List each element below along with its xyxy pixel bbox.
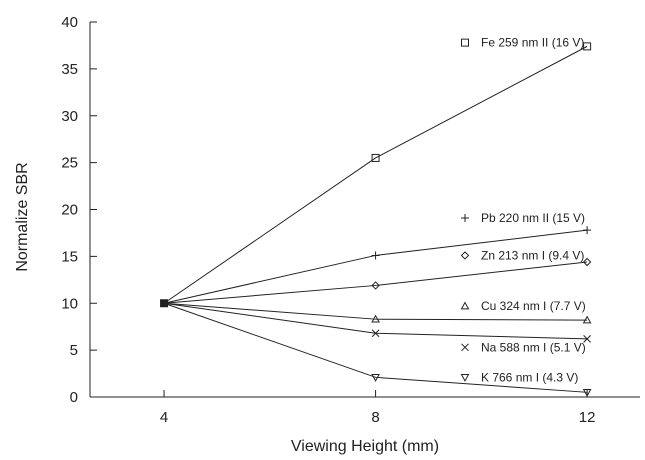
- legend-label: Zn 213 nm I (9.4 V): [481, 248, 584, 262]
- data-point: [582, 315, 592, 324]
- legend: Fe 259 nm II (16 V) Pb 220 nm II (15 V) Zn…: [460, 36, 586, 384]
- x-tick-label: 4: [160, 409, 168, 426]
- data-point: [582, 257, 592, 267]
- x-tick-label: 12: [579, 409, 596, 426]
- legend-marker: [460, 374, 470, 382]
- data-point: [583, 42, 592, 51]
- data-point: [371, 374, 380, 382]
- y-tick-label: 20: [61, 202, 78, 219]
- x-tick-label: 8: [371, 409, 379, 426]
- y-axis-title: Normalize SBR: [14, 162, 31, 271]
- series-line: [164, 302, 588, 321]
- legend-label: Na 588 nm I (5.1 V): [481, 340, 586, 354]
- legend-marker: [461, 213, 469, 222]
- legend-label: Pb 220 nm II (15 V): [481, 211, 585, 225]
- data-point: [371, 251, 380, 260]
- y-tick-label: 5: [70, 342, 78, 359]
- y-tick-label: 10: [61, 295, 78, 312]
- legend-label: K 766 nm I (4.3 V): [481, 370, 578, 384]
- series-line: [163, 45, 588, 304]
- series-line: [163, 229, 588, 304]
- y-tick-label: 25: [61, 155, 78, 172]
- axes: 0 5 10 15 20 25 30 35 40 4 8 12: [61, 14, 640, 426]
- y-tick-label: 15: [61, 248, 78, 265]
- legend-label: Cu 324 nm I (7.7 V): [481, 299, 586, 313]
- legend-marker: [460, 301, 470, 310]
- legend-marker: [461, 343, 469, 352]
- data-point: [371, 329, 380, 338]
- legend-label: Fe 259 nm II (16 V): [481, 36, 584, 50]
- data-point: [583, 226, 592, 235]
- data-point: [371, 153, 380, 162]
- series-line: [163, 261, 588, 304]
- markers-group: [160, 42, 592, 397]
- data-point: [582, 389, 592, 397]
- data-point: [371, 281, 380, 290]
- data-point: [583, 335, 591, 343]
- data-point: [371, 314, 380, 323]
- legend-marker: [460, 251, 470, 260]
- series-line: [163, 302, 588, 393]
- legend-marker: [461, 38, 469, 47]
- y-tick-label: 30: [61, 108, 78, 125]
- y-tick-label: 40: [61, 14, 78, 31]
- data-point: [160, 299, 169, 308]
- y-tick-label: 0: [70, 389, 78, 406]
- y-tick-label: 35: [61, 61, 78, 78]
- x-axis-title: Viewing Height (mm): [291, 438, 439, 455]
